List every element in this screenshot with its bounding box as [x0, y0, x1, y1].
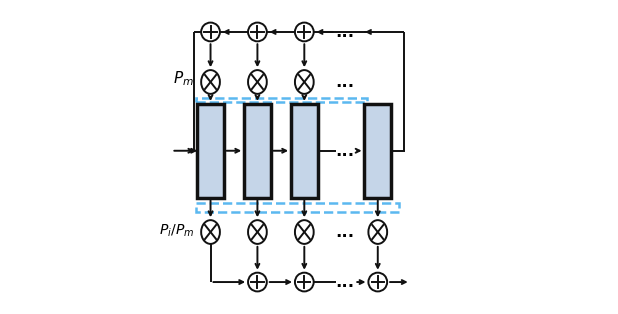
Text: ...: ...: [336, 223, 355, 241]
Ellipse shape: [248, 70, 267, 94]
Bar: [196, 203, 399, 212]
Circle shape: [295, 23, 314, 41]
Ellipse shape: [295, 70, 314, 94]
Bar: [365, 104, 391, 198]
Bar: [197, 104, 224, 198]
Ellipse shape: [295, 220, 314, 244]
Text: $P_m$: $P_m$: [173, 69, 194, 88]
Text: ...: ...: [336, 273, 355, 291]
Circle shape: [368, 273, 387, 291]
Ellipse shape: [368, 220, 387, 244]
Bar: [291, 104, 318, 198]
Ellipse shape: [201, 70, 220, 94]
Ellipse shape: [248, 220, 267, 244]
Bar: [196, 98, 367, 102]
Text: ...: ...: [336, 23, 355, 41]
Circle shape: [248, 273, 267, 291]
Circle shape: [295, 273, 314, 291]
Circle shape: [248, 23, 267, 41]
Ellipse shape: [201, 220, 220, 244]
Bar: [244, 104, 271, 198]
Circle shape: [201, 23, 220, 41]
Text: ...: ...: [336, 73, 355, 91]
Text: $P_i/P_m$: $P_i/P_m$: [159, 222, 194, 239]
Text: ...: ...: [336, 142, 355, 160]
